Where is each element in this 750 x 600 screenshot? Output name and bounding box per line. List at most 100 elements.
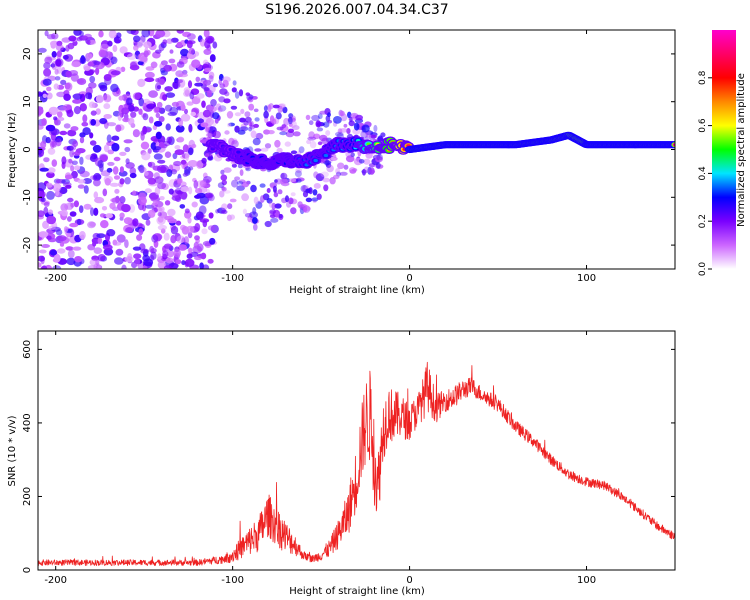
snr-frame [37,330,676,571]
heatmap-cell [165,92,176,98]
heatmap-cell [83,203,92,210]
heatmap-cell [241,181,250,188]
heatmap-cell [239,126,249,132]
heatmap-cell [159,78,165,85]
heatmap-cell [125,158,130,165]
heatmap-cell [362,168,366,176]
heatmap-cell [94,196,105,204]
heatmap-cell [172,152,178,160]
heatmap-cell [107,149,115,155]
heatmap-cell [97,237,103,245]
heatmap-cell [82,178,92,184]
heatmap-cell [267,104,272,113]
colorbar-tick-label: 0.0 [698,262,708,277]
heatmap-cell [97,160,104,169]
heatmap-cell [173,248,181,258]
snr-series [38,361,675,566]
heatmap-cell [184,208,190,214]
x-tick-label: 0 [406,575,412,586]
heatmap-cell [147,148,152,154]
heatmap-cell [267,130,275,135]
heatmap-cell [111,135,120,141]
heatmap-cell [56,116,65,122]
heatmap-cell [128,117,135,126]
heatmap-cell [220,174,228,181]
heatmap-cell [207,152,214,157]
heatmap-cell [166,250,175,258]
heatmap-cell [190,111,197,117]
heatmap-cell [337,128,343,135]
heatmap-cell [191,143,197,149]
heatmap-cell [221,187,227,192]
heatmap-cell [280,172,288,180]
heatmap-cell [229,198,237,203]
heatmap-cell [195,188,203,194]
heatmap-cell [191,59,201,68]
heatmap-cell [127,253,133,261]
heatmap-cell [45,124,56,132]
heatmap-cell [107,161,115,166]
heatmap-cell [313,183,321,189]
heatmap-cell [298,146,305,154]
heatmap-cell [133,35,141,43]
figure-title: S196.2026.007.04.34.C37 [265,2,448,18]
heatmap-cell [147,177,157,185]
heatmap-cell [95,67,100,76]
heatmap-cell [67,216,72,222]
heatmap-cell [69,149,74,158]
heatmap-cell [311,114,320,122]
heatmap-cell [95,94,104,104]
heatmap-cell [221,203,228,211]
heatmap-cell [93,179,101,187]
heatmap-cell [175,79,184,84]
heatmap-cell [47,225,56,231]
heatmap-cell [339,128,348,133]
heatmap-cell [184,166,191,174]
heatmap-cell [284,141,291,147]
heatmap-cell [187,231,193,239]
heatmap-cell [61,156,67,165]
heatmap-cell [89,132,94,139]
heatmap-cell [185,152,190,161]
heatmap-cell [173,160,182,167]
heatmap-cell [315,173,325,182]
heatmap-cell [221,179,227,186]
heatmap-cell [254,117,260,122]
heatmap-cell [67,129,77,137]
heatmap-cell [259,183,266,188]
heatmap-cell [376,154,383,161]
heatmap-cell [355,114,363,121]
heatmap-cell [178,244,188,251]
heatmap-cell [103,103,111,110]
heatmap-cell [180,113,191,122]
heatmap-cell [276,126,284,131]
heatmap-cell [126,30,137,35]
heatmap-cell [209,237,216,245]
heatmap-cell [42,93,47,99]
heatmap-cell [119,196,126,204]
heatmap-cell [98,30,104,38]
heatmap-cell [87,265,98,269]
heatmap-cell [186,40,193,49]
heatmap-cell [140,141,150,150]
heatmap-cell [124,239,129,249]
heatmap-cell [123,139,133,144]
heatmap-cell [182,144,189,153]
heatmap-cell [188,123,193,133]
heatmap-cell [176,235,185,244]
heatmap-cell [38,146,43,155]
heatmap-cell [103,74,112,81]
heatmap-cell [106,229,116,237]
heatmap-cell [200,122,209,128]
heatmap-cell [147,161,156,168]
heatmap-cell [54,58,64,67]
heatmap-cell [138,108,143,115]
heatmap-cell [150,61,158,69]
heatmap-cell [99,84,108,92]
heatmap-cell [54,76,61,81]
heatmap-cell [176,178,182,185]
heatmap-cell [326,164,334,173]
heatmap-cell [200,252,207,260]
heatmap-cell [38,231,49,238]
heatmap-cell [153,120,163,127]
